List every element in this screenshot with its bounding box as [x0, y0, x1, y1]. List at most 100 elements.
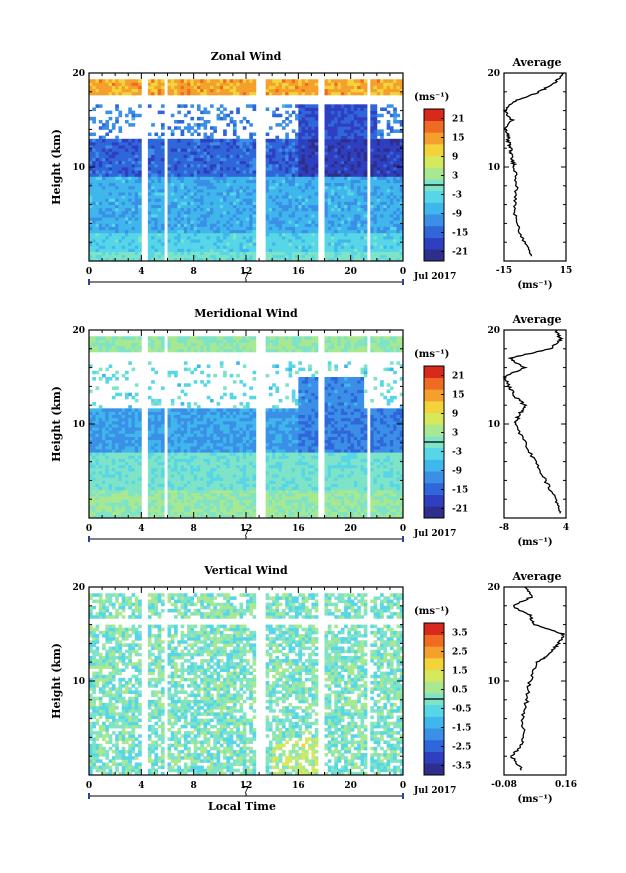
heatmap-cell [242, 157, 247, 162]
heatmap-cell [180, 151, 185, 155]
heatmap-cell [131, 492, 136, 497]
colorbar-swatch [424, 190, 444, 203]
heatmap-cell [203, 110, 208, 115]
heatmap-cell [311, 138, 316, 143]
heatmap-cell [102, 439, 106, 444]
heatmap-cell [383, 220, 388, 224]
heatmap-cell [232, 232, 237, 237]
heatmap-cell [124, 499, 129, 503]
heatmap-cell [147, 163, 152, 168]
heatmap-cell [291, 257, 296, 262]
heatmap-cell [213, 154, 217, 158]
heatmap-cell [111, 455, 116, 459]
heatmap-cell [147, 226, 152, 231]
heatmap-cell [102, 85, 106, 90]
heatmap-cell [154, 229, 159, 234]
heatmap-cell [308, 145, 312, 149]
heatmap-cell [311, 160, 316, 165]
heatmap-cell [373, 204, 378, 209]
heatmap-cell [265, 245, 270, 249]
heatmap-cell [105, 207, 110, 212]
heatmap-cell [298, 151, 302, 155]
heatmap-cell [89, 433, 93, 437]
heatmap-cell [386, 201, 391, 205]
heatmap-cell [177, 245, 181, 249]
heatmap-cell [154, 188, 159, 193]
heatmap-cell [288, 91, 293, 96]
heatmap-cell [147, 182, 152, 187]
heatmap-cell [102, 411, 106, 415]
heatmap-cell [92, 499, 96, 503]
heatmap-cell [229, 198, 234, 202]
heatmap-cell [337, 229, 342, 234]
heatmap-cell [268, 148, 273, 152]
heatmap-cell [121, 455, 126, 459]
heatmap-cell [180, 232, 185, 237]
heatmap-cell [298, 192, 302, 196]
heatmap-cell [134, 204, 139, 209]
heatmap-cell [118, 185, 123, 190]
heatmap-cell [232, 88, 237, 93]
heatmap-cell [357, 113, 361, 118]
heatmap-cell [206, 85, 211, 90]
heatmap-cell [249, 235, 253, 240]
heatmap-cell [314, 157, 319, 162]
colorbar-tick-label: 9 [452, 153, 458, 163]
heatmap-cell [111, 223, 116, 227]
heatmap-cell [229, 239, 234, 243]
heatmap-cell [138, 188, 142, 193]
heatmap-cell [236, 210, 240, 215]
heatmap-cell [347, 88, 352, 93]
heatmap-cell [124, 223, 129, 227]
heatmap-cell [314, 176, 319, 180]
heatmap-cell [92, 477, 96, 481]
heatmap-cell [196, 204, 201, 209]
heatmap-cell [327, 201, 332, 205]
heatmap-cell [393, 254, 397, 259]
heatmap-cell [360, 192, 365, 196]
heatmap-cell [229, 167, 234, 171]
heatmap-cell [124, 417, 129, 422]
heatmap-cell [203, 207, 208, 212]
heatmap-cell [285, 232, 289, 237]
heatmap-cell [105, 483, 110, 488]
heatmap-cell [249, 254, 253, 259]
colorbar-swatch [424, 155, 444, 168]
heatmap-cell [223, 201, 227, 205]
heatmap-cell [147, 204, 152, 209]
heatmap-cell [92, 226, 96, 231]
heatmap-cell [239, 226, 244, 231]
heatmap-cell [92, 107, 96, 111]
heatmap-cell [115, 449, 119, 453]
heatmap-cell [187, 217, 191, 221]
heatmap-cell [200, 201, 204, 205]
heatmap-cell [118, 417, 123, 422]
heatmap-cell [272, 235, 276, 240]
heatmap-cell [236, 201, 240, 205]
heatmap-cell [216, 185, 221, 190]
heatmap-cell [236, 170, 240, 174]
heatmap-cell [393, 145, 397, 149]
heatmap-cell [304, 173, 309, 177]
heatmap-cell [118, 163, 123, 168]
heatmap-cell [376, 170, 381, 174]
heatmap-cell [350, 163, 355, 168]
heatmap-cell [174, 170, 178, 174]
heatmap-cell [187, 167, 191, 171]
heatmap-cell [210, 242, 214, 246]
heatmap-cell [304, 129, 309, 133]
heatmap-cell [272, 254, 276, 259]
heatmap-cell [285, 157, 289, 162]
heatmap-cell [265, 232, 270, 237]
heatmap-cell [357, 192, 361, 196]
heatmap-cell [147, 254, 152, 259]
heatmap-cell [138, 242, 142, 246]
heatmap-cell [396, 220, 401, 224]
heatmap-cell [196, 229, 201, 234]
heatmap-cell [121, 88, 126, 93]
heatmap-cell [121, 373, 126, 378]
heatmap-cell [265, 214, 270, 218]
heatmap-cell [118, 486, 123, 491]
heatmap-cell [275, 107, 280, 111]
heatmap-cell [138, 198, 142, 202]
